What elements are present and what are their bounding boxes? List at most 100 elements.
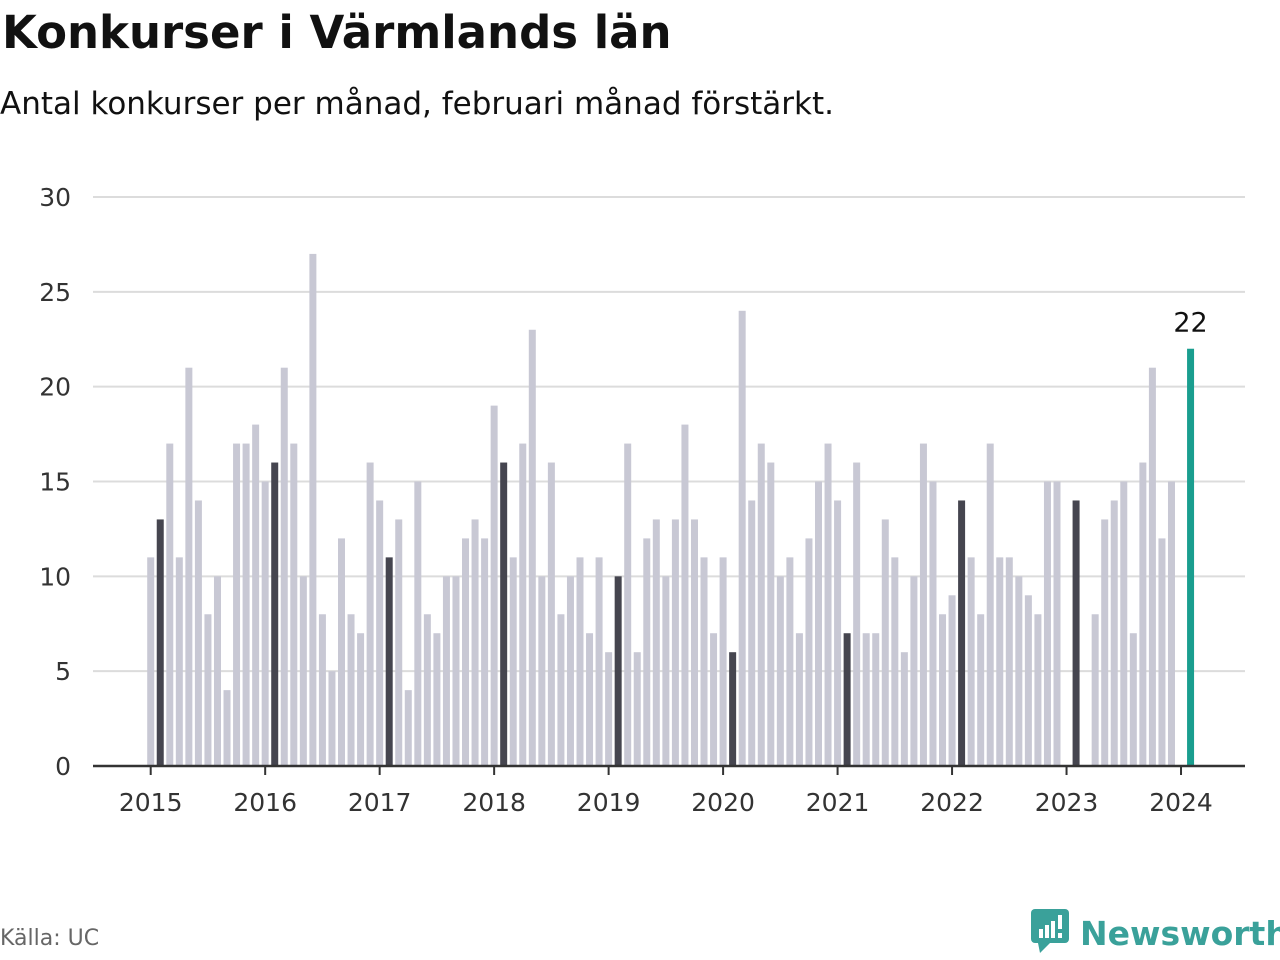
brand-name: Newsworthy	[1080, 913, 1280, 953]
bar	[156, 519, 164, 766]
bar	[834, 500, 842, 766]
chart-title: Konkurser i Värmlands län	[2, 6, 672, 59]
y-tick-label: 20	[39, 373, 71, 402]
bar	[1015, 576, 1023, 766]
bar	[576, 557, 584, 766]
bar	[1053, 481, 1061, 766]
bar	[385, 557, 393, 766]
bar	[366, 462, 374, 766]
bar	[700, 557, 708, 766]
data-labels: 22	[1173, 308, 1207, 339]
bar	[175, 557, 183, 766]
bar	[290, 443, 298, 766]
bar	[213, 576, 221, 766]
bar	[566, 576, 574, 766]
x-tick-label: 2015	[119, 788, 183, 817]
bar	[843, 633, 851, 766]
bar	[595, 557, 603, 766]
bar	[939, 614, 947, 766]
bar	[919, 443, 927, 766]
y-axis-ticks: 0 5 10 15 20 25 30	[39, 183, 71, 781]
bar	[347, 614, 355, 766]
bar	[681, 424, 689, 766]
bar	[1167, 481, 1175, 766]
bar	[996, 557, 1004, 766]
bar	[910, 576, 918, 766]
bar	[166, 443, 174, 766]
bar	[442, 576, 450, 766]
x-tick-label: 2023	[1035, 788, 1099, 817]
x-tick-label: 2022	[920, 788, 984, 817]
x-tick-label: 2021	[806, 788, 870, 817]
x-tick-label: 2024	[1149, 788, 1213, 817]
bar	[242, 443, 250, 766]
bar	[1034, 614, 1042, 766]
bar	[1158, 538, 1166, 766]
bar	[1110, 500, 1118, 766]
bar	[690, 519, 698, 766]
bar	[452, 576, 460, 766]
bar	[748, 500, 756, 766]
bar	[1005, 557, 1013, 766]
bar	[624, 443, 632, 766]
bar	[471, 519, 479, 766]
bar	[233, 443, 241, 766]
bar	[357, 633, 365, 766]
y-tick-label: 30	[39, 183, 71, 212]
bar	[299, 576, 307, 766]
bar	[662, 576, 670, 766]
bar	[147, 557, 155, 766]
bar	[900, 652, 908, 766]
bar	[795, 633, 803, 766]
bar	[1043, 481, 1051, 766]
newsworthy-logo-icon	[1030, 907, 1070, 959]
bar	[824, 443, 832, 766]
bar	[423, 614, 431, 766]
brand-logo: Newsworthy	[1030, 908, 1280, 958]
x-tick-label: 2016	[233, 788, 297, 817]
chart-subtitle: Antal konkurser per månad, februari måna…	[0, 86, 834, 122]
bar	[633, 652, 641, 766]
y-tick-label: 25	[39, 278, 71, 307]
last-value-label: 22	[1173, 308, 1207, 339]
bar	[1148, 367, 1156, 766]
bar	[462, 538, 470, 766]
bar	[967, 557, 975, 766]
bar	[557, 614, 565, 766]
bar	[252, 424, 260, 766]
bar	[815, 481, 822, 766]
bar	[881, 519, 889, 766]
bar	[509, 557, 517, 766]
bar	[490, 405, 498, 766]
bar	[528, 329, 536, 766]
bar	[729, 652, 737, 766]
bar	[977, 614, 985, 766]
bar	[1120, 481, 1128, 766]
bar	[986, 443, 994, 766]
bar	[671, 519, 679, 766]
bar	[194, 500, 202, 766]
bar	[929, 481, 937, 766]
y-tick-label: 0	[55, 752, 71, 781]
bar	[318, 614, 326, 766]
x-tick-label: 2017	[348, 788, 412, 817]
bars	[147, 253, 1195, 766]
bar	[376, 500, 384, 766]
bar	[433, 633, 441, 766]
bar	[414, 481, 422, 766]
bar	[280, 367, 288, 766]
source-note: Källa: UC	[0, 926, 100, 951]
bar	[862, 633, 870, 766]
bar	[652, 519, 660, 766]
bar	[786, 557, 794, 766]
x-tick-label: 2018	[462, 788, 526, 817]
bar	[853, 462, 861, 766]
bar	[309, 253, 317, 766]
y-tick-label: 15	[39, 468, 71, 497]
bar	[1091, 614, 1099, 766]
bar	[1072, 500, 1080, 766]
bar	[614, 576, 622, 766]
bar	[586, 633, 594, 766]
bar	[481, 538, 489, 766]
bar	[767, 462, 775, 766]
